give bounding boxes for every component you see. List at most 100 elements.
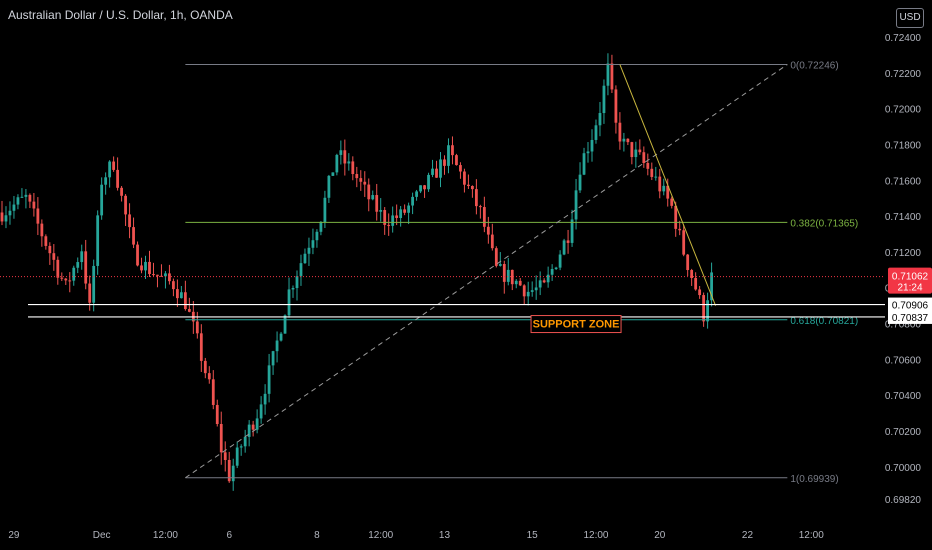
candle-body bbox=[179, 292, 183, 299]
candle-body bbox=[447, 145, 450, 166]
candle-body bbox=[355, 174, 359, 179]
candle-body bbox=[207, 373, 211, 380]
candle-body bbox=[522, 285, 526, 297]
candle-body bbox=[490, 234, 494, 249]
candle-body bbox=[92, 265, 96, 303]
candle-body bbox=[120, 187, 123, 196]
candle-body bbox=[439, 159, 442, 178]
candle-body bbox=[598, 113, 602, 126]
candle-body bbox=[375, 195, 379, 212]
candle-body bbox=[618, 122, 622, 142]
price-countdown: 21:24 bbox=[897, 283, 922, 294]
candle-body bbox=[195, 321, 199, 334]
candle-body bbox=[255, 418, 259, 430]
candle-body bbox=[590, 139, 594, 152]
candle-body bbox=[474, 189, 478, 207]
candle-body bbox=[164, 273, 167, 277]
candle-body bbox=[562, 240, 566, 255]
candle-body bbox=[646, 163, 650, 169]
candle-body bbox=[383, 210, 387, 225]
y-tick-label: 0.71600 bbox=[885, 176, 922, 187]
candle-body bbox=[674, 205, 678, 229]
candle-body bbox=[148, 261, 151, 275]
y-tick-label: 0.71400 bbox=[885, 212, 922, 223]
fib-level-label: 0.618(0.70821) bbox=[790, 316, 858, 327]
candle-body bbox=[4, 215, 8, 222]
candle-body bbox=[32, 201, 36, 209]
support-zone-label: SUPPORT ZONE bbox=[533, 319, 620, 331]
candle-body bbox=[566, 240, 570, 243]
currency-button[interactable]: USD bbox=[896, 8, 924, 28]
candle-body bbox=[395, 215, 399, 218]
candle-body bbox=[48, 245, 52, 254]
candle-body bbox=[0, 212, 4, 222]
candle-body bbox=[542, 280, 546, 283]
candle-body bbox=[546, 274, 550, 283]
fib-level-label: 0(0.72246) bbox=[790, 61, 838, 72]
candle-body bbox=[40, 223, 44, 237]
x-tick-label: 12:00 bbox=[368, 530, 393, 541]
candle-body bbox=[307, 247, 311, 254]
candle-body bbox=[60, 277, 64, 279]
candle-body bbox=[463, 171, 466, 185]
current-price-tag bbox=[888, 267, 932, 294]
current-price-value: 0.71062 bbox=[892, 272, 929, 283]
x-tick-label: 29 bbox=[8, 530, 20, 541]
candle-body bbox=[267, 365, 271, 394]
candle-body bbox=[554, 267, 558, 270]
x-tick-label: 12:00 bbox=[153, 530, 178, 541]
candle-body bbox=[247, 424, 251, 437]
time-axis[interactable]: 29 Dec 12:00 6 8 12:00 13 15 12:00 20 22 12:00 bbox=[8, 530, 824, 541]
candle-body bbox=[347, 161, 351, 164]
candle-body bbox=[219, 424, 223, 453]
candle-body bbox=[128, 214, 131, 228]
candle-body bbox=[518, 280, 522, 286]
fib-diagonal-line bbox=[185, 64, 788, 479]
candle-body bbox=[570, 219, 574, 243]
candle-body bbox=[630, 142, 634, 158]
candle-body bbox=[335, 154, 339, 173]
candle-body bbox=[319, 221, 323, 232]
y-tick-label: 0.70600 bbox=[885, 355, 922, 366]
candle-body bbox=[239, 446, 243, 448]
candle-body bbox=[243, 436, 247, 447]
candle-body bbox=[654, 176, 658, 178]
candle-body bbox=[678, 228, 682, 231]
support-price-tag bbox=[888, 297, 932, 312]
candle-body bbox=[235, 447, 239, 466]
candle-body bbox=[116, 169, 119, 188]
candle-body bbox=[211, 379, 215, 405]
candle-body bbox=[482, 207, 486, 227]
candle-body bbox=[602, 85, 606, 114]
candle-body bbox=[36, 208, 40, 224]
candle-body bbox=[68, 280, 72, 282]
candle-body bbox=[702, 295, 706, 322]
y-tick-label: 0.69820 bbox=[885, 495, 922, 506]
candle-body bbox=[72, 267, 76, 281]
candle-body bbox=[478, 206, 482, 208]
candle-body bbox=[686, 254, 690, 271]
candle-body bbox=[443, 159, 446, 166]
candle-body bbox=[423, 185, 426, 190]
candle-body bbox=[172, 281, 175, 290]
drawing-overlays: 0(0.72246) 0.382(0.71365) 0.618(0.70821) 1(… bbox=[0, 61, 885, 485]
candle-body bbox=[502, 264, 506, 282]
candle-body bbox=[658, 176, 662, 192]
candle-body bbox=[251, 424, 255, 430]
candle-body bbox=[399, 209, 403, 218]
candle-body bbox=[526, 291, 530, 297]
candle-body bbox=[451, 145, 454, 156]
candle-body bbox=[275, 340, 279, 352]
x-tick-label: 20 bbox=[654, 530, 666, 541]
candle-body bbox=[435, 168, 438, 178]
candle-body bbox=[415, 191, 418, 197]
x-tick-label: 13 bbox=[439, 530, 451, 541]
candle-body bbox=[419, 185, 422, 192]
candle-body bbox=[642, 152, 646, 164]
candle-body bbox=[331, 172, 335, 176]
candle-body bbox=[104, 177, 108, 185]
candle-body bbox=[271, 351, 275, 366]
fib-level-label: 1(0.69939) bbox=[790, 474, 838, 485]
candle-body bbox=[199, 333, 203, 361]
